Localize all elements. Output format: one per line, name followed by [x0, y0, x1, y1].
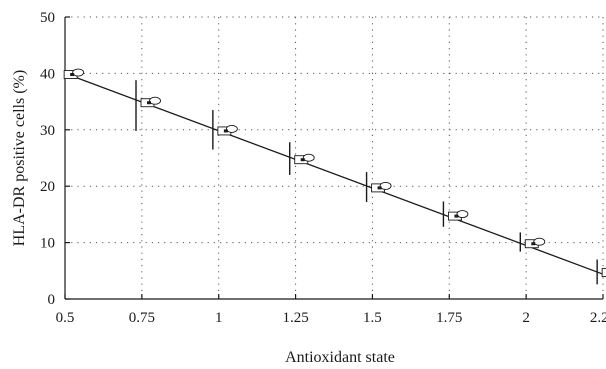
y-tick-label: 30	[40, 123, 55, 139]
error-bars	[135, 80, 598, 285]
y-tick-label: 40	[40, 66, 55, 82]
x-tick-label: 1.5	[363, 310, 382, 326]
y-tick-label: 20	[40, 179, 55, 195]
marker-cap	[302, 153, 315, 162]
x-axis-title: Antioxidant state	[285, 349, 395, 366]
fit-line-layer	[64, 72, 604, 275]
data-point	[294, 153, 315, 165]
marker-core	[223, 129, 228, 133]
data-point	[601, 268, 606, 277]
data-point	[140, 96, 161, 108]
data-point	[524, 237, 546, 249]
marker-core	[454, 214, 459, 218]
fit-line	[64, 72, 604, 275]
data-point	[63, 68, 85, 79]
marker-cap	[149, 96, 161, 105]
x-tick-label: 1	[215, 310, 223, 326]
marker-core	[147, 101, 152, 105]
data-points	[63, 68, 606, 277]
data-point	[217, 124, 238, 136]
y-tick-label: 0	[48, 292, 56, 308]
axes: 0.5 0.75 1 1.25 1.5 1.75 2 2.25 0 10 20 30 40 50	[40, 10, 606, 326]
marker-cap	[533, 237, 546, 246]
y-tick-label: 50	[40, 10, 55, 26]
marker-core	[531, 242, 536, 246]
data-point	[371, 181, 392, 193]
marker-core	[70, 73, 75, 77]
marker-cap	[225, 124, 238, 133]
marker-cap	[72, 68, 85, 77]
marker-core	[377, 186, 382, 190]
x-tick-label: 1.25	[282, 310, 308, 326]
y-axis-title: HLA-DR positive cells (%)	[11, 70, 28, 246]
x-tick-label: 1.75	[436, 310, 462, 326]
x-tick-label: 0.5	[56, 310, 75, 326]
marker-core	[300, 158, 305, 162]
marker-body	[601, 268, 606, 277]
data-point	[447, 210, 469, 221]
x-tick-label: 2.25	[590, 310, 606, 326]
grid	[65, 16, 604, 299]
x-tick-label: 0.75	[129, 310, 155, 326]
marker-cap	[379, 181, 392, 190]
x-tick-label: 2	[522, 310, 530, 326]
marker-cap	[456, 210, 469, 219]
y-tick-label: 10	[40, 236, 55, 252]
